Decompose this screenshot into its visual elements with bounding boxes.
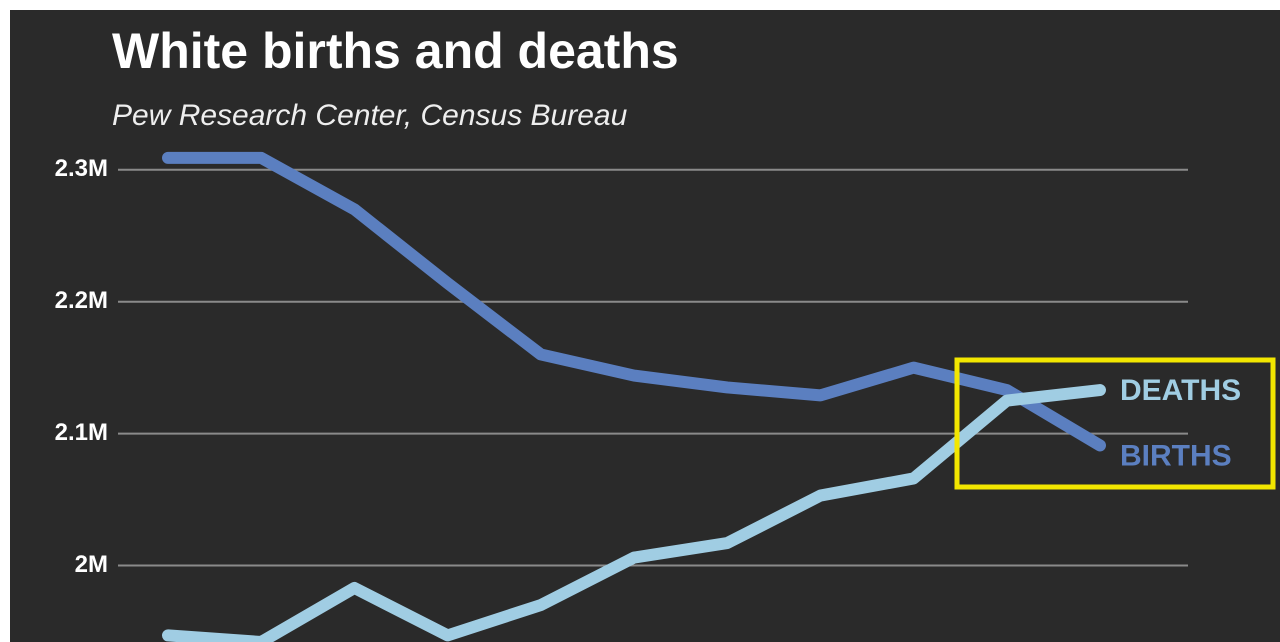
y-tick-label: 2M: [75, 551, 108, 578]
y-tick-label: 2.1M: [55, 419, 108, 446]
y-tick-label: 2.2M: [55, 287, 108, 314]
series-line: [162, 384, 1106, 642]
legend-label: BIRTHS: [1120, 439, 1232, 472]
y-tick-label: 2.3M: [55, 155, 108, 182]
chart-subtitle: Pew Research Center, Census Bureau: [112, 99, 628, 132]
legend-label: DEATHS: [1120, 374, 1241, 407]
background: [10, 10, 1280, 642]
series-line: [162, 151, 1106, 452]
chart-title: White births and deaths: [112, 23, 679, 79]
highlight-box: [954, 357, 1276, 490]
